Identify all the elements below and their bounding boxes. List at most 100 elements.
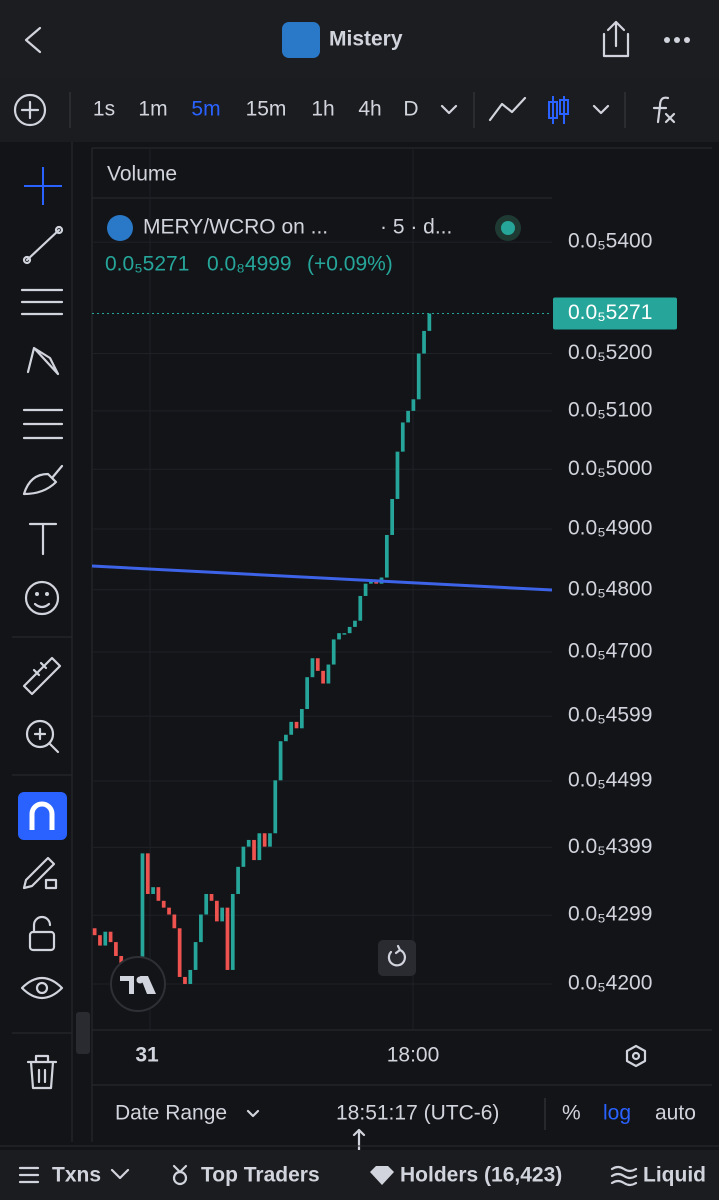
price-label: 0.0₅5100	[568, 398, 652, 421]
candle	[92, 928, 97, 936]
tab[interactable]: Holders (16,423)	[400, 1164, 562, 1187]
candle	[140, 853, 145, 970]
tab-bar	[0, 1150, 719, 1200]
price-label: 0.0₅4700	[568, 639, 652, 662]
candle	[353, 620, 357, 627]
candle	[278, 741, 283, 781]
candle	[145, 853, 150, 894]
percent-button[interactable]: %	[562, 1102, 581, 1125]
price-label: 0.0₅4299	[568, 903, 652, 926]
candle	[342, 633, 347, 635]
price-label: 0.0₅5400	[568, 230, 652, 253]
settings-button[interactable]	[625, 1044, 647, 1068]
candle	[384, 534, 389, 578]
candle	[188, 969, 193, 984]
price-label: 0.0₅4200	[568, 972, 652, 995]
candle	[294, 721, 299, 729]
interval-toolbar	[0, 78, 719, 142]
candle	[427, 313, 432, 331]
interval-info: · 5 · d...	[380, 216, 452, 239]
candle	[411, 399, 416, 411]
candle	[204, 893, 209, 915]
date-range[interactable]: Date Range	[115, 1102, 227, 1125]
tab[interactable]: Txns	[52, 1164, 101, 1187]
candle	[161, 900, 166, 908]
stat: 0.0₅5271	[105, 253, 189, 276]
interval-button[interactable]: 1h	[311, 98, 334, 121]
drawing-toolbar	[12, 142, 73, 1142]
candle	[177, 928, 182, 977]
page-title: Mistery	[329, 28, 403, 51]
tab[interactable]: Top Traders	[201, 1164, 320, 1187]
candle	[119, 955, 124, 963]
candle-button[interactable]	[548, 101, 558, 119]
candle	[241, 846, 246, 867]
reset-button[interactable]	[378, 940, 416, 976]
candle	[406, 410, 410, 423]
candle	[416, 353, 421, 400]
indicators-button[interactable]	[652, 96, 676, 124]
add-button[interactable]	[13, 93, 47, 127]
stat: (+0.09%)	[307, 253, 393, 276]
more-button[interactable]	[664, 37, 690, 43]
candle	[225, 907, 230, 970]
volume-label: Volume	[107, 163, 177, 186]
price-label: 0.0₅5200	[568, 341, 652, 364]
candle	[172, 914, 177, 929]
trend-line[interactable]	[91, 564, 553, 592]
candle	[422, 330, 426, 354]
share-button[interactable]	[602, 20, 630, 58]
line-chart-button[interactable]	[488, 96, 527, 122]
candle	[199, 914, 203, 943]
candle	[167, 907, 171, 915]
candle	[268, 833, 272, 847]
symbol-icon	[107, 215, 133, 241]
price-label: 0.0₅4800	[568, 577, 652, 600]
current-price-label: 0.0₅5271	[568, 301, 652, 324]
auto-button[interactable]: auto	[655, 1102, 696, 1125]
candle	[108, 931, 113, 943]
candle	[358, 595, 363, 621]
interval-button[interactable]: 5m	[191, 98, 220, 121]
candle	[209, 893, 214, 901]
time-label: 31	[135, 1044, 159, 1067]
price-label: 0.0₅4399	[568, 835, 652, 858]
candle	[299, 709, 304, 729]
candle	[151, 887, 155, 894]
candle	[310, 658, 315, 678]
candle	[103, 931, 108, 946]
tv-logo[interactable]	[110, 956, 166, 1012]
candle	[98, 935, 102, 946]
candle	[326, 664, 331, 684]
candle	[400, 422, 405, 452]
candle	[246, 839, 251, 847]
back-button[interactable]	[24, 26, 42, 54]
tab[interactable]: Liquid	[643, 1164, 706, 1187]
interval-button[interactable]: 1m	[138, 98, 167, 121]
time-label: 18:00	[387, 1044, 440, 1067]
candle	[214, 900, 219, 922]
candle	[156, 887, 161, 901]
candle	[220, 907, 225, 922]
interval-button[interactable]: 1s	[93, 98, 115, 121]
candle	[321, 670, 325, 684]
candle	[347, 626, 352, 634]
candle	[289, 721, 294, 735]
interval-button[interactable]: D	[403, 98, 418, 121]
symbol: MERY/WCRO on ...	[143, 216, 328, 239]
candle	[193, 942, 198, 970]
candle	[331, 639, 336, 665]
magnet-button[interactable]	[18, 792, 67, 840]
collapse-handle[interactable]	[76, 1012, 90, 1054]
clock: 18:51:17 (UTC-6)	[336, 1102, 499, 1125]
candle	[262, 833, 267, 847]
price-label: 0.0₅4499	[568, 769, 652, 792]
candle	[252, 839, 256, 861]
interval-button[interactable]: 4h	[358, 98, 381, 121]
interval-button[interactable]: 15m	[246, 98, 287, 121]
price-label: 0.0₅5000	[568, 457, 652, 480]
dropdown[interactable]	[440, 104, 610, 115]
log-button[interactable]: log	[603, 1102, 631, 1125]
